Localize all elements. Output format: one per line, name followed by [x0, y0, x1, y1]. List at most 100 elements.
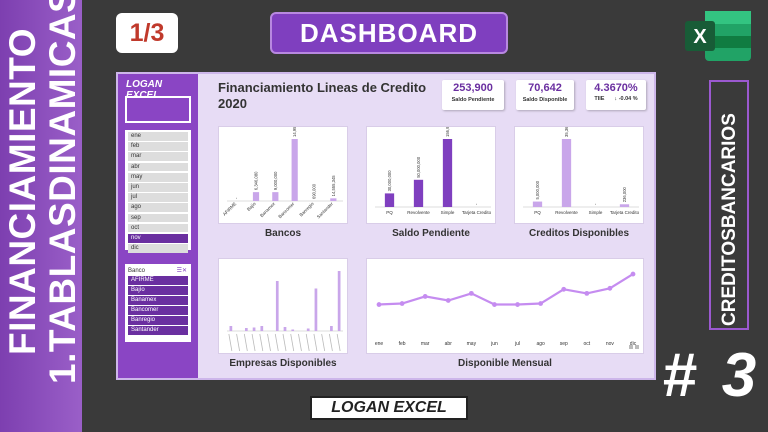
bank-item[interactable]: AFIRME: [128, 276, 188, 285]
line-point-jul: [515, 302, 520, 307]
month-item-feb[interactable]: feb: [128, 142, 188, 151]
report-title-line2: 2020: [218, 96, 247, 111]
excel-logo-icon: X: [685, 11, 751, 61]
chart-saldo-pendiente: 30,000,000 PQ 50,000,000 Revolvente 156,993,…: [366, 126, 496, 224]
line-point-mar: [422, 294, 428, 299]
tick-label-mar: mar: [421, 341, 430, 347]
data-label: 236,000: [622, 186, 627, 202]
month-item-abr[interactable]: abr: [128, 162, 188, 172]
svg-text:X: X: [693, 26, 707, 48]
kpi-tiie-value: 4.3670%: [594, 82, 638, 94]
tick-label-may: may: [467, 341, 477, 347]
tick-label-placeholder: [236, 333, 240, 352]
bar-E7: [275, 281, 279, 331]
chart-mensual-title: Disponible Mensual: [458, 358, 552, 369]
month-item-oct[interactable]: oct: [128, 223, 188, 233]
tick-label-placeholder: [298, 333, 302, 352]
chart-mensual-svg: ene feb mar abr may jun jul ago sep oct nov dic: [375, 271, 639, 349]
tick-label: Santander: [316, 201, 335, 220]
chart-saldo-pendiente-title: Saldo Pendiente: [392, 228, 470, 239]
month-item-sep[interactable]: sep: [128, 213, 188, 223]
bank-item[interactable]: Banregio: [128, 316, 188, 325]
data-label: 5,000,000: [535, 180, 540, 199]
kpi-tiie-change: ↓ -0.04 %: [614, 96, 638, 102]
tick-label-placeholder: [259, 333, 264, 352]
data-label: 156,993,757: [445, 127, 450, 137]
bank-slicer: Banco ☰✕ AFIRME Bajío Banamex Bancomer Banre…: [125, 264, 191, 342]
bar-E12: [314, 288, 318, 331]
month-item-may[interactable]: may: [128, 172, 188, 182]
tick-label-placeholder: [305, 333, 310, 352]
tick-label-placeholder: [336, 333, 341, 352]
bank-item[interactable]: Santander: [128, 326, 188, 335]
tick-label: Revolvente: [407, 210, 430, 215]
series-line: [378, 273, 634, 306]
month-item-dic[interactable]: dic: [128, 244, 188, 253]
kpi-tiie-label: TIIE: [594, 96, 605, 102]
tick-label-placeholder: [243, 333, 248, 352]
bar-PQ: [384, 193, 395, 207]
tick-label-placeholder: [321, 333, 326, 352]
sidebar: LOGAN EXCEL ene feb mar abr may jun jul ago sep o…: [118, 74, 198, 378]
dashboard-title: DASHBOARD: [270, 12, 508, 54]
bank-slicer-label: Banco: [128, 268, 146, 274]
kpi-saldo-pendiente-label: Saldo Pendiente: [451, 97, 495, 103]
chart-empresas: [218, 258, 348, 354]
tick-label-placeholder: [313, 333, 318, 352]
tick-label: Revolvente: [555, 210, 578, 215]
bank-item[interactable]: Banamex: [128, 296, 188, 305]
chart-empresas-title: Empresas Disponibles: [229, 358, 337, 369]
month-item-nov[interactable]: nov: [128, 233, 188, 243]
report-title-line1: Financiamiento Lineas de Credito: [218, 80, 427, 95]
chart-bancos-svg: - AFIRME 6,346,080 Bajío 9,000,000 Banamex 14,…: [222, 127, 343, 220]
data-label: 6,346,080: [254, 171, 259, 190]
bar-Tarjeta Credito: [619, 204, 630, 207]
chart-creditos: 5,000,000 PQ 35,362,457 Revolvente - Simple 23…: [514, 126, 644, 224]
bank-item[interactable]: Bancomer: [128, 306, 188, 315]
tick-label-nov: nov: [606, 341, 615, 347]
tick-label: AFIRME: [222, 201, 238, 217]
chart-empresas-svg: [227, 271, 343, 352]
bank-item[interactable]: Bajío: [128, 286, 188, 295]
tick-label-oct: oct: [583, 341, 590, 347]
line-point-ago: [538, 301, 544, 306]
kpi-saldo-disponible: 70,642 Saldo Disponible: [516, 80, 574, 110]
chart-creditos-svg: 5,000,000 PQ 35,362,457 Revolvente - Simple 23…: [523, 127, 640, 215]
tick-label: PQ: [534, 210, 541, 215]
month-item-mar[interactable]: mar: [128, 152, 188, 162]
data-label: 14,955,000: [292, 127, 297, 137]
month-item-ene[interactable]: ene: [128, 132, 188, 141]
bar-E1: [229, 326, 233, 331]
data-label: -: [593, 203, 598, 205]
collapse-field-button: [635, 345, 639, 349]
month-item-ago[interactable]: ago: [128, 203, 188, 213]
chart-saldo-pendiente-svg: 30,000,000 PQ 50,000,000 Revolvente 156,993,…: [375, 127, 492, 215]
bar-E3: [244, 328, 248, 331]
bar-E9: [291, 329, 295, 331]
month-item-jul[interactable]: jul: [128, 193, 188, 202]
tick-label-placeholder: [228, 333, 233, 352]
data-label: -: [474, 203, 479, 205]
bank-slicer-header: Banco ☰✕: [128, 266, 188, 276]
data-label: 35,362,457: [564, 127, 569, 137]
tick-label-ene: ene: [375, 341, 384, 347]
tick-label-placeholder: [290, 333, 295, 352]
clear-filter-icon[interactable]: ☰✕: [176, 268, 187, 274]
page-badge: 1/3: [116, 13, 178, 53]
line-point-may: [468, 290, 474, 296]
kpi-saldo-disponible-value: 70,642: [528, 82, 562, 94]
tick-label: Bancomer: [277, 201, 295, 219]
tick-label-abr: abr: [445, 341, 453, 347]
bar-PQ: [532, 201, 543, 207]
tick-label: Tarjeta Credito: [462, 210, 492, 215]
data-label: 690,000: [312, 183, 317, 199]
bar-E4: [252, 327, 256, 331]
tick-label-placeholder: [251, 333, 256, 352]
bar-Santander: [330, 198, 337, 201]
bar-Simple: [442, 139, 453, 207]
side-title-tablas: 1.TABLASDINAMICAS: [42, 0, 83, 384]
chart-bancos-title: Bancos: [264, 228, 302, 239]
kpi-saldo-disponible-label: Saldo Disponible: [522, 97, 568, 103]
month-item-jun[interactable]: jun: [128, 182, 188, 192]
tick-label-placeholder: [274, 333, 279, 352]
